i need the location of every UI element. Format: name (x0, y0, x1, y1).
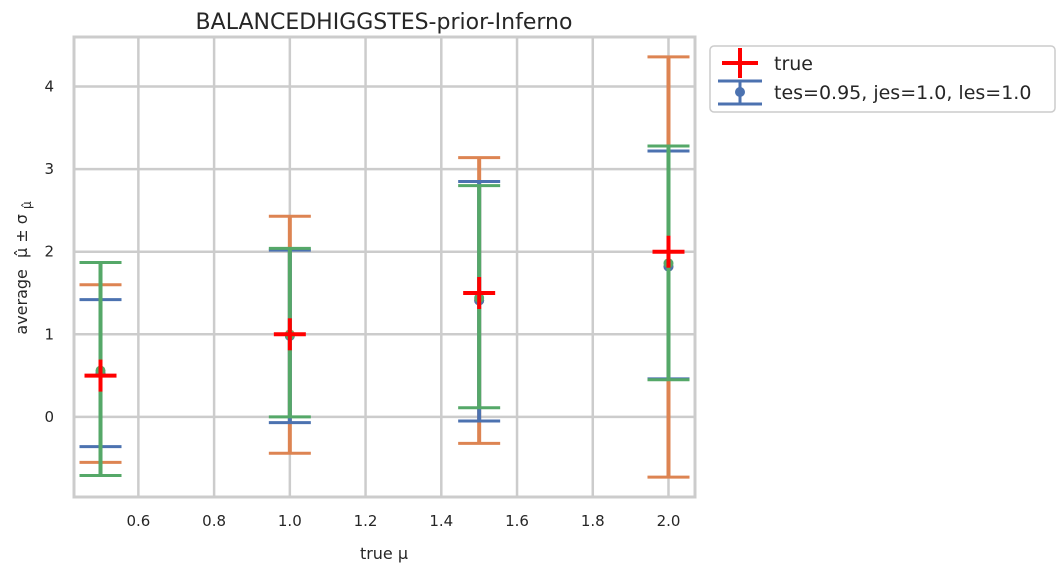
chart-title: BALANCEDHIGGSTES-prior-Inferno (196, 10, 573, 35)
plot-frame (72, 35, 697, 499)
x-tick-labels: 0.6 0.8 1.0 1.2 1.4 1.6 1.8 2.0 (126, 512, 680, 530)
y-tick-label: 3 (44, 160, 54, 178)
y-tick-label: 4 (44, 78, 54, 96)
x-tick-label: 1.4 (429, 512, 453, 530)
x-tick-label: 2.0 (657, 512, 681, 530)
x-tick-label: 1.0 (278, 512, 302, 530)
x-tick-label: 0.8 (202, 512, 226, 530)
legend-marker-errorbar (718, 79, 762, 106)
legend-marker-true (722, 48, 758, 78)
legend-label-true: true (774, 53, 813, 75)
x-tick-label: 0.6 (126, 512, 150, 530)
x-axis-label: true μ (360, 544, 408, 563)
plot-area (74, 37, 695, 497)
true-markers (84, 235, 685, 392)
y-tick-label: 1 (44, 325, 54, 343)
legend-label-errorbar: tes=0.95, jes=1.0, les=1.0 (774, 82, 1031, 104)
x-tick-label: 1.2 (354, 512, 378, 530)
y-tick-labels: 0 1 2 3 4 (44, 78, 54, 426)
y-axis-label-text: average (12, 269, 31, 335)
x-tick-label: 1.8 (581, 512, 605, 530)
y-tick-label: 2 (44, 243, 54, 261)
x-tick-label: 1.6 (505, 512, 529, 530)
legend-box (709, 45, 1056, 113)
grid (74, 37, 695, 497)
y-axis-label-sub: μ̂ (20, 201, 34, 209)
legend: true tes=0.95, jes=1.0, les=1.0 (709, 45, 1056, 113)
y-axis-label: average μ̂ ± σ μ̂ (12, 201, 34, 335)
y-axis-label-math: μ̂ ± σ (12, 214, 31, 258)
y-tick-label: 0 (44, 408, 54, 426)
